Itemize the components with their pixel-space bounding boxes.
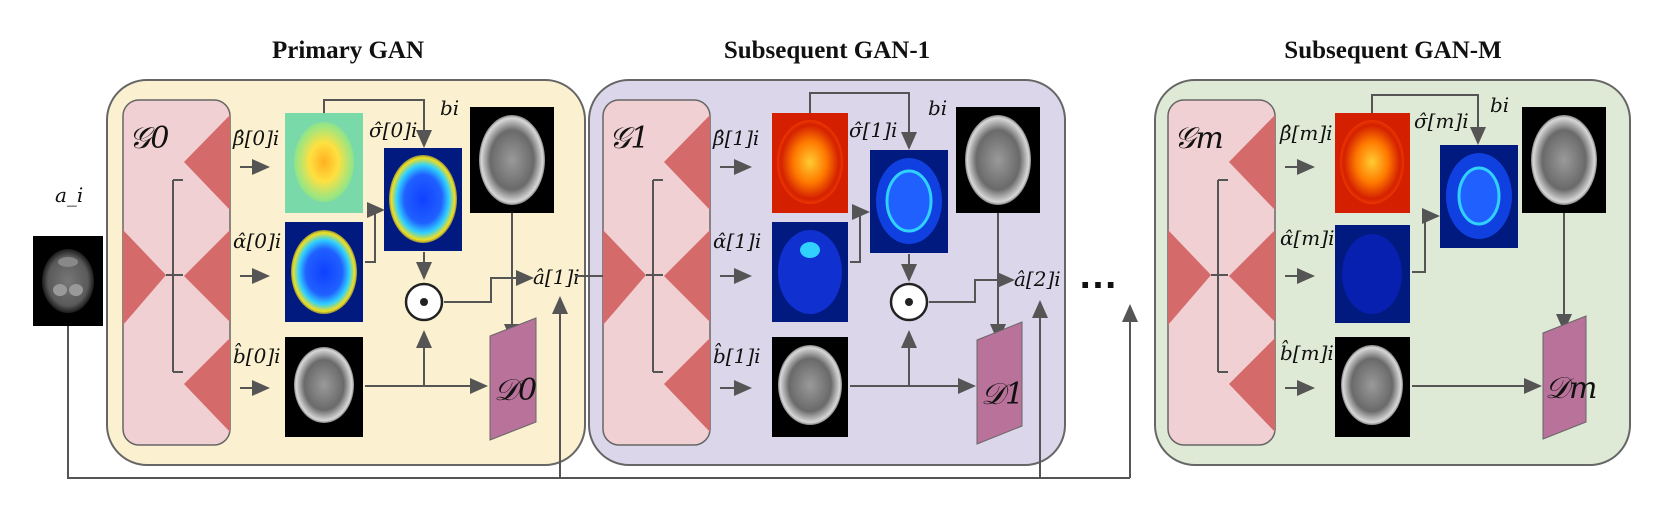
alpha-0-label: α̂[0]i bbox=[233, 229, 281, 253]
subsequent-gan-1-title: Subsequent GAN-1 bbox=[724, 37, 930, 64]
alpha-m-label: α̂[m]i bbox=[1280, 226, 1334, 250]
bhat-1-label: b̂[1]i bbox=[713, 342, 761, 368]
input-brain bbox=[42, 249, 94, 313]
generator-m-head-b bbox=[1229, 338, 1275, 432]
generator-0-head-alpha bbox=[184, 230, 230, 322]
continuation-dots: … bbox=[1078, 253, 1118, 297]
discriminator-m bbox=[1542, 315, 1587, 440]
generator-1-label: 𝒢1 bbox=[609, 121, 649, 156]
target-0-label: bi bbox=[440, 96, 459, 120]
sigma-0-label: σ̂[0]i bbox=[369, 118, 417, 142]
input-label: a_i bbox=[55, 183, 83, 207]
beta-m-label: β̂[m]i bbox=[1279, 121, 1333, 145]
generator-m-head-alpha bbox=[1229, 230, 1275, 322]
discriminator-1 bbox=[976, 321, 1023, 445]
stage-0: 𝒢0 β̂[0]i α̂[0]i b̂[0]i σ̂[0]i bi bbox=[122, 96, 580, 446]
generator-0-encoder bbox=[123, 230, 166, 325]
primary-gan-title: Primary GAN bbox=[272, 37, 424, 64]
bhat-0-label: b̂[0]i bbox=[233, 342, 281, 368]
stage-m: 𝒢m β̂[m]i α̂[m]i b̂[m]i σ̂[m]i bi bbox=[1167, 93, 1606, 446]
bhat-m-label: b̂[m]i bbox=[1280, 339, 1334, 365]
sigma-m-label: σ̂[m]i bbox=[1414, 109, 1469, 133]
generator-m-label: 𝒢m bbox=[1174, 121, 1224, 156]
generator-1-head-alpha bbox=[664, 230, 710, 322]
target-m-label: bi bbox=[1490, 93, 1509, 117]
beta-0-label: β̂[0]i bbox=[232, 126, 279, 150]
generator-m-head-beta bbox=[1229, 115, 1275, 210]
generator-1-head-b bbox=[664, 338, 710, 432]
input-skip-line bbox=[67, 326, 1130, 479]
sigma-1-label: σ̂[1]i bbox=[849, 118, 897, 142]
beta-1-label: β̂[1]i bbox=[712, 126, 759, 150]
subsequent-gan-m-title: Subsequent GAN-M bbox=[1284, 37, 1501, 64]
discriminator-0 bbox=[489, 317, 537, 441]
stage-1: 𝒢1 β̂[1]i α̂[1]i b̂[1]i σ̂[1]i bi bbox=[602, 92, 1061, 446]
generator-1-encoder bbox=[603, 230, 646, 325]
discriminator-0-label: 𝒟0 bbox=[494, 373, 537, 408]
generator-0-label: 𝒢0 bbox=[129, 121, 169, 156]
output-1-label: â[1]i bbox=[533, 265, 580, 289]
output-2-label: â[2]i bbox=[1014, 267, 1061, 291]
discriminator-1-label: 𝒟1 bbox=[981, 377, 1024, 412]
alpha-1-label: α̂[1]i bbox=[713, 229, 761, 253]
discriminator-m-label: 𝒟m bbox=[1545, 371, 1597, 406]
generator-0-head-beta bbox=[184, 115, 230, 210]
generator-m-encoder bbox=[1168, 230, 1211, 325]
generator-1-head-beta bbox=[664, 115, 710, 210]
target-1-label: bi bbox=[928, 96, 947, 120]
generator-0-head-b bbox=[184, 338, 230, 432]
